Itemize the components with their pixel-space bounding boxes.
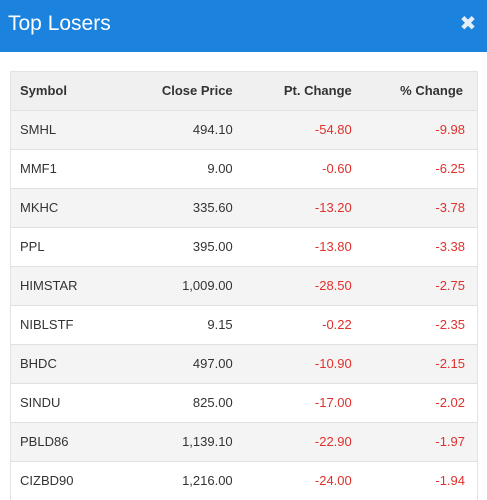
cell-symbol[interactable]: PPL (11, 226, 130, 266)
cell-symbol[interactable]: BHDC (11, 343, 130, 383)
modal-header: Top Losers ✖ (0, 0, 487, 52)
cell-pt-change: -54.80 (232, 109, 352, 149)
column-header-close-price[interactable]: Close Price (161, 83, 233, 99)
modal-title: Top Losers (8, 12, 111, 35)
column-header-pct-change[interactable]: % Change (400, 83, 463, 99)
cell-symbol[interactable]: HIMSTAR (11, 265, 130, 305)
cell-close-price: 494.10 (129, 109, 233, 149)
cell-close-price: 825.00 (129, 382, 233, 422)
table-row[interactable]: MMF1 9.00 -0.60 -6.25 (11, 148, 477, 188)
cell-pct-change: -6.25 (351, 148, 477, 188)
table-row[interactable]: MKHC 335.60 -13.20 -3.78 (11, 187, 477, 227)
cell-symbol[interactable]: SINDU (11, 382, 130, 422)
cell-pt-change: -13.20 (232, 187, 352, 227)
table-row[interactable]: PBLD86 1,139.10 -22.90 -1.97 (11, 421, 477, 461)
cell-pct-change: -2.15 (351, 343, 477, 383)
cell-pt-change: -28.50 (232, 265, 352, 305)
table-row[interactable]: SMHL 494.10 -54.80 -9.98 (11, 109, 477, 149)
cell-pt-change: -13.80 (232, 226, 352, 266)
cell-close-price: 1,216.00 (129, 460, 233, 500)
table-row[interactable]: BHDC 497.00 -10.90 -2.15 (11, 343, 477, 383)
cell-pt-change: -24.00 (232, 460, 352, 500)
column-header-symbol[interactable]: Symbol (20, 83, 67, 99)
cell-symbol[interactable]: PBLD86 (11, 421, 130, 461)
cell-symbol[interactable]: MKHC (11, 187, 130, 227)
cell-close-price: 497.00 (129, 343, 233, 383)
cell-pt-change: -10.90 (232, 343, 352, 383)
cell-pct-change: -1.97 (351, 421, 477, 461)
cell-symbol[interactable]: NIBLSTF (11, 304, 130, 344)
table-row[interactable]: CIZBD90 1,216.00 -24.00 -1.94 (11, 460, 477, 500)
close-icon[interactable]: ✖ (459, 13, 477, 35)
top-losers-table: Symbol Close Price Pt. Change % Change S… (11, 72, 477, 500)
cell-close-price: 9.00 (129, 148, 233, 188)
cell-pt-change: -0.60 (232, 148, 352, 188)
table-header-row: Symbol Close Price Pt. Change % Change (11, 72, 477, 110)
cell-symbol[interactable]: CIZBD90 (11, 460, 130, 500)
cell-pct-change: -3.38 (351, 226, 477, 266)
table-row[interactable]: PPL 395.00 -13.80 -3.38 (11, 226, 477, 266)
cell-pt-change: -0.22 (232, 304, 352, 344)
cell-pct-change: -2.02 (351, 382, 477, 422)
cell-close-price: 1,139.10 (129, 421, 233, 461)
table-row[interactable]: HIMSTAR 1,009.00 -28.50 -2.75 (11, 265, 477, 305)
cell-pct-change: -2.75 (351, 265, 477, 305)
column-header-pt-change[interactable]: Pt. Change (283, 83, 352, 99)
cell-pct-change: -2.35 (351, 304, 477, 344)
cell-pct-change: -3.78 (351, 187, 477, 227)
cell-close-price: 335.60 (129, 187, 233, 227)
cell-symbol[interactable]: MMF1 (11, 148, 130, 188)
cell-symbol[interactable]: SMHL (11, 109, 130, 149)
cell-pt-change: -22.90 (232, 421, 352, 461)
cell-close-price: 9.15 (129, 304, 233, 344)
cell-pt-change: -17.00 (232, 382, 352, 422)
top-losers-table-container: Symbol Close Price Pt. Change % Change S… (10, 71, 478, 500)
cell-pct-change: -1.94 (351, 460, 477, 500)
table-body: SMHL 494.10 -54.80 -9.98 MMF1 9.00 -0.60… (11, 109, 477, 500)
table-row[interactable]: NIBLSTF 9.15 -0.22 -2.35 (11, 304, 477, 344)
cell-close-price: 1,009.00 (129, 265, 233, 305)
table-row[interactable]: SINDU 825.00 -17.00 -2.02 (11, 382, 477, 422)
cell-close-price: 395.00 (129, 226, 233, 266)
cell-pct-change: -9.98 (351, 109, 477, 149)
